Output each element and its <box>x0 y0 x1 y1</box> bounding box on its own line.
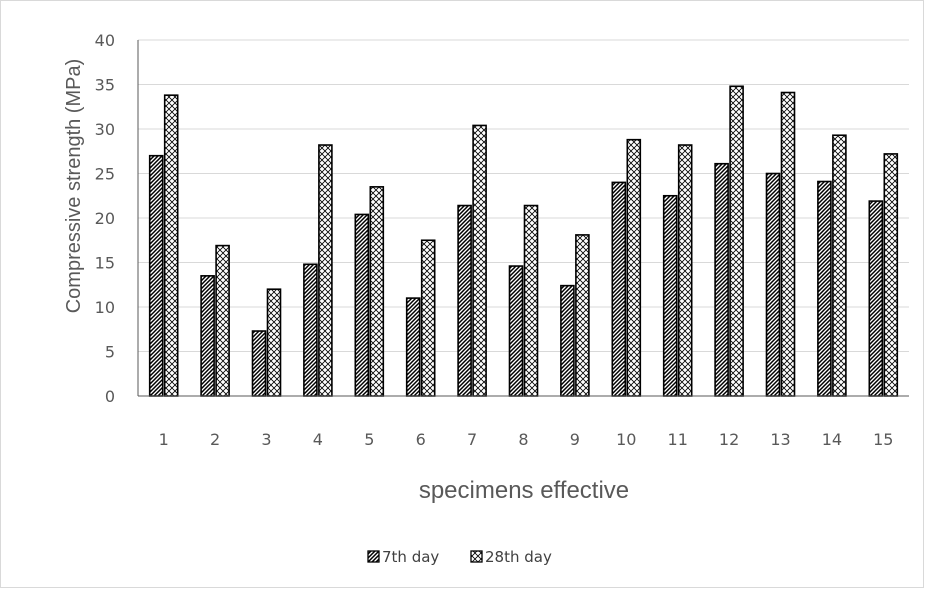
x-tick-label: 5 <box>364 430 374 449</box>
bar-28th-day <box>163 94 179 397</box>
bar-7th-day <box>611 181 627 397</box>
bar-7th-day <box>405 297 421 397</box>
bar-7th-day <box>560 284 575 397</box>
bar-7th-day <box>354 213 370 397</box>
bar-7th-day <box>148 154 164 397</box>
x-tick-label: 15 <box>873 430 893 449</box>
bar-28th-day <box>780 91 796 397</box>
y-tick-labels: 0 5 10 15 20 25 30 35 40 <box>95 31 115 406</box>
y-tick-label: 20 <box>95 209 115 228</box>
x-tick-label: 6 <box>416 430 426 449</box>
bar-28th-day <box>215 244 230 397</box>
x-tick-label: 14 <box>822 430 842 449</box>
x-tick-label: 12 <box>719 430 739 449</box>
bar-28th-day <box>318 144 333 397</box>
bar-28th-day <box>677 144 693 397</box>
bar-28th-day <box>472 124 487 397</box>
bar-7th-day <box>817 180 832 397</box>
bar-28th-day <box>523 204 539 397</box>
x-tick-label: 1 <box>159 430 169 449</box>
y-axis-title: Compressive strength (MPa) <box>63 59 85 314</box>
bar-28th-day <box>575 234 590 397</box>
bar-28th-day <box>832 134 847 397</box>
x-tick-label: 10 <box>616 430 636 449</box>
x-tick-label: 3 <box>261 430 271 449</box>
y-tick-label: 40 <box>95 31 115 50</box>
x-tick-label: 8 <box>518 430 528 449</box>
legend: 7th day 28th day <box>367 548 552 566</box>
y-tick-label: 10 <box>95 298 115 317</box>
bar-7th-day <box>508 265 524 397</box>
gridlines <box>138 39 909 352</box>
bars <box>148 85 899 397</box>
legend-swatch <box>470 550 483 563</box>
x-tick-label: 13 <box>770 430 790 449</box>
bar-7th-day <box>868 200 884 397</box>
y-tick-label: 35 <box>95 76 115 95</box>
bar-28th-day <box>729 85 744 397</box>
bar-7th-day <box>714 162 729 397</box>
x-tick-label: 7 <box>467 430 477 449</box>
x-tick-label: 4 <box>313 430 323 449</box>
bar-7th-day <box>765 172 781 397</box>
x-tick-label: 9 <box>570 430 580 449</box>
bar-7th-day <box>251 330 267 397</box>
bar-28th-day <box>420 239 436 397</box>
bar-7th-day <box>457 204 472 397</box>
legend-swatch <box>367 550 380 563</box>
x-tick-label: 11 <box>668 430 688 449</box>
x-tick-labels: 1 2 3 4 5 6 7 8 9 10 11 12 13 14 15 <box>159 430 894 449</box>
y-tick-label: 25 <box>95 165 115 184</box>
legend-label: 7th day <box>382 548 439 566</box>
bar-28th-day <box>266 288 282 397</box>
bar-7th-day <box>662 194 678 397</box>
x-axis-title: specimens effective <box>419 477 629 504</box>
bar-28th-day <box>626 138 642 397</box>
bar-28th-day <box>369 186 385 397</box>
x-tick-label: 2 <box>210 430 220 449</box>
y-tick-label: 5 <box>105 343 115 362</box>
y-tick-label: 30 <box>95 120 115 139</box>
legend-label: 28th day <box>485 548 552 566</box>
bar-7th-day <box>303 263 318 397</box>
y-tick-label: 0 <box>105 387 115 406</box>
bar-7th-day <box>200 275 215 397</box>
bar-28th-day <box>883 153 899 397</box>
y-tick-label: 15 <box>95 254 115 273</box>
